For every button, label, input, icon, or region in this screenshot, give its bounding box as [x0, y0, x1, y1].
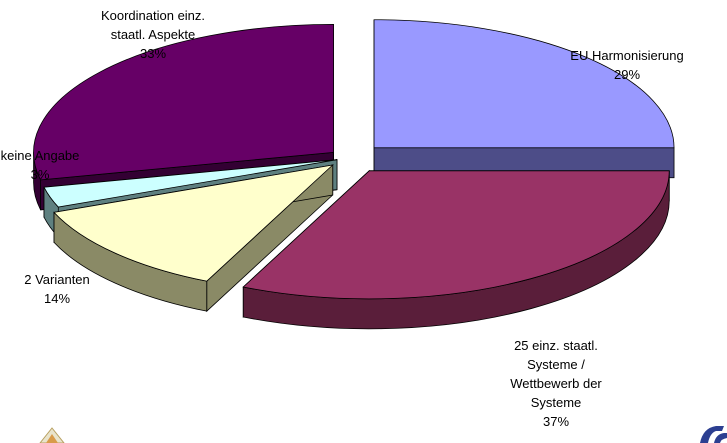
slice-label-25-einz-staatl-systeme-wettbewerb-der-systeme: 25 einz. staatl. Systeme / Wettbewerb der S… — [510, 338, 602, 429]
slice-label-line-eu-harmonisierung-0: EU Harmonisierung — [570, 48, 683, 63]
logo-right — [700, 426, 727, 443]
slice-25-einz-staatl-systeme-wettbewerb-der-systeme — [242, 170, 670, 300]
slice-eu-harmonisierung — [373, 19, 675, 149]
slice-label-2-varianten: 2 Varianten 14% — [24, 272, 90, 306]
slice-label-line-koordination-einz-staatl-aspekte-1: staatl. Aspekte — [111, 27, 196, 42]
slice-koordination-einz-staatl-aspekte — [33, 23, 334, 181]
slice-label-line-25-einz-staatl-systeme-wettbewerb-der-systeme-0: 25 einz. staatl. — [514, 338, 598, 353]
slice-label-line-eu-harmonisierung-1: 29% — [614, 67, 640, 82]
slice-label-line-25-einz-staatl-systeme-wettbewerb-der-systeme-2: Wettbewerb der — [510, 376, 602, 391]
slice-label-line-25-einz-staatl-systeme-wettbewerb-der-systeme-4: 37% — [543, 414, 569, 429]
slice-label-line-koordination-einz-staatl-aspekte-0: Koordination einz. — [101, 8, 205, 23]
slice-label-line-koordination-einz-staatl-aspekte-2: 33% — [140, 46, 166, 61]
slice-label-line-2-varianten-0: 2 Varianten — [24, 272, 90, 287]
slice-label-line-keine-angabe-0: keine Angabe — [1, 148, 80, 163]
slice-label-line-25-einz-staatl-systeme-wettbewerb-der-systeme-1: Systeme / — [527, 357, 585, 372]
slice-2-varianten — [53, 164, 334, 282]
slice-label-line-2-varianten-1: 14% — [44, 291, 70, 306]
pie-labels: EU Harmonisierung 29% 25 einz. staatl. Syst… — [1, 8, 684, 429]
slice-label-eu-harmonisierung: EU Harmonisierung 29% — [570, 48, 683, 82]
slice-label-line-keine-angabe-1: 3% — [31, 167, 50, 182]
slice-label-koordination-einz-staatl-aspekte: Koordination einz. staatl. Aspekte 33% — [101, 8, 205, 61]
slice-label-line-25-einz-staatl-systeme-wettbewerb-der-systeme-3: Systeme — [531, 395, 582, 410]
slice-keine-angabe — [43, 159, 338, 208]
slice-label-keine-angabe: keine Angabe 3% — [1, 148, 80, 182]
pie-tops — [33, 19, 675, 300]
logo-left — [39, 427, 65, 443]
